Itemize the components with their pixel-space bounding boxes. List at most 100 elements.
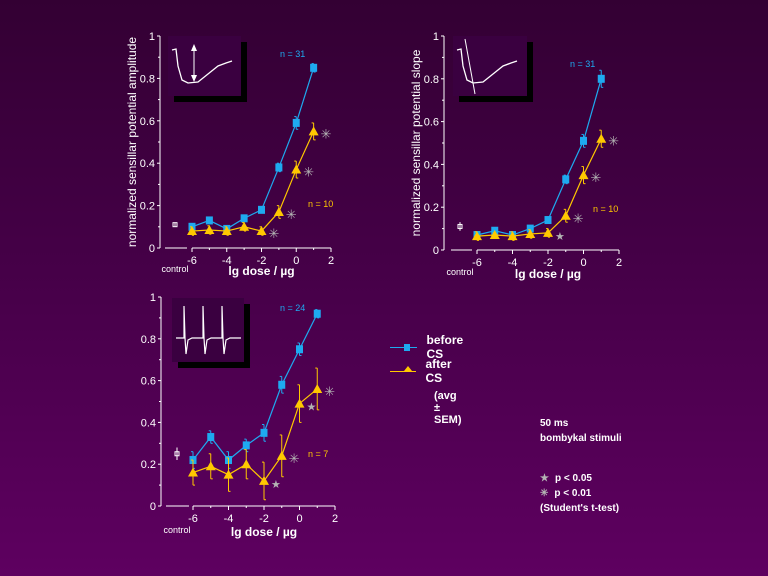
significance-asterisk-icon: ✳: [303, 166, 314, 181]
significance-star-icon: ★: [555, 230, 565, 243]
legend-line-after: [390, 365, 416, 372]
triangle-marker-icon: [404, 365, 412, 371]
significance-asterisk-icon: ✳: [269, 227, 280, 242]
arrow-head-up-icon: [191, 44, 197, 51]
x-tick-label: -4: [508, 257, 518, 269]
data-point-triangle: [560, 210, 571, 220]
significance-asterisk-icon: ✳: [591, 171, 602, 186]
legend-item-before: before CS: [390, 333, 471, 361]
spike-train-trace: [176, 305, 241, 355]
data-point-triangle: [205, 461, 216, 471]
data-point-square: [260, 428, 268, 437]
data-point-triangle: [221, 226, 232, 236]
data-point-triangle: [187, 226, 197, 236]
control-label: control: [446, 267, 473, 277]
significance-asterisk-icon: ✳: [324, 385, 335, 400]
x-tick-label: -4: [222, 255, 232, 267]
chart-panel-1: 0 0.2 0.4 0.6 0.8 1 -6 -4 -2 0 2 control lg dose / µ…: [125, 31, 334, 278]
asterisk-icon: ✳: [540, 488, 549, 499]
y-tick-label: 0.8: [141, 334, 156, 346]
y-axis-label: normalized sensillar potential slope: [409, 49, 423, 236]
data-point-triangle: [308, 126, 319, 136]
sig-p05-row: ★ p < 0.05: [540, 471, 619, 486]
significance-asterisk-icon: ✳: [608, 135, 619, 150]
data-point-square: [544, 216, 552, 225]
n-label: n = 10: [593, 204, 618, 214]
y-tick-label: 0.2: [140, 201, 155, 213]
x-tick-label: 0: [293, 255, 299, 267]
y-tick-label: 0.2: [424, 202, 439, 214]
y-tick-label: 0.4: [424, 159, 439, 171]
data-point-triangle: [273, 206, 284, 216]
y-tick-label: 0.2: [141, 459, 156, 471]
data-point-triangle: [204, 224, 215, 234]
x-tick-label: -2: [543, 257, 553, 269]
x-tick-label: 0: [296, 513, 302, 525]
sig-p05-label: p < 0.05: [554, 473, 592, 484]
y-tick-label: 1: [149, 31, 155, 43]
avg-note-text: (avg ± SEM): [434, 390, 462, 426]
x-tick-label: 2: [332, 513, 338, 525]
control-label: control: [161, 264, 188, 274]
legend-label-before: before CS: [426, 333, 464, 361]
data-point-triangle: [543, 227, 553, 237]
data-point-square: [597, 74, 605, 83]
series-line: [191, 131, 315, 232]
chart-panel-2: 0 0.2 0.4 0.6 0.8 1 -6 -4 -2 0 2 control lg dose / µ…: [409, 31, 622, 281]
data-point-triangle: [472, 231, 482, 241]
data-point-triangle: [276, 450, 287, 460]
significance-note: ★ p < 0.05 ✳ p < 0.01 (Student's t-test): [540, 471, 619, 516]
n-label: n = 31: [570, 59, 595, 69]
y-tick-label: 0: [433, 245, 439, 257]
data-point-triangle: [259, 475, 269, 485]
sig-p01-row: ✳ p < 0.01: [540, 486, 619, 501]
y-tick-label: 0.8: [424, 74, 439, 86]
data-point-square: [313, 309, 321, 318]
significance-asterisk-icon: ✳: [286, 208, 297, 223]
legend-label-after: after CS: [425, 357, 452, 385]
data-point-triangle: [578, 170, 589, 180]
data-point-square: [296, 345, 303, 354]
data-point-square: [580, 136, 587, 145]
slope-tangent-line: [464, 38, 476, 95]
star-icon: ★: [540, 473, 549, 484]
arrow-head-down-icon: [191, 75, 197, 82]
data-point-triangle: [241, 459, 252, 469]
series-after-cs: ★ ✳ ★ ✳ n = 7: [188, 367, 335, 501]
n-label: n = 10: [308, 199, 333, 209]
data-point-triangle: [294, 398, 305, 408]
square-marker-icon: [404, 343, 410, 351]
data-point-triangle: [188, 467, 198, 477]
control-point: [172, 222, 178, 228]
x-tick-label: -2: [257, 255, 267, 267]
data-point-square: [526, 224, 534, 233]
x-tick-label: -6: [188, 513, 198, 525]
stimulus-note: 50 ms bombykal stimuli: [540, 416, 622, 446]
y-tick-label: 0.4: [140, 158, 155, 170]
significance-star-icon: ★: [307, 401, 317, 414]
data-point-square: [292, 118, 300, 127]
stimulus-duration: 50 ms: [540, 418, 569, 429]
data-point-triangle: [239, 221, 250, 231]
x-tick-label: -6: [472, 257, 482, 269]
series-before-cs: n = 24: [189, 303, 321, 469]
data-point-square: [278, 380, 286, 389]
data-point-triangle: [223, 469, 234, 479]
data-point-square: [207, 433, 215, 442]
series-line: [476, 138, 602, 237]
significance-asterisk-icon: ✳: [289, 452, 300, 467]
data-point-triangle: [312, 383, 323, 393]
y-tick-label: 0.6: [141, 376, 156, 388]
data-point-triangle: [596, 133, 607, 143]
n-label: n = 7: [308, 449, 328, 459]
y-tick-label: 0: [150, 501, 156, 513]
chart-panel-3: 0 0.2 0.4 0.6 0.8 1 -6 -4 -2 0 2 control lg dose / µ…: [141, 292, 338, 539]
y-tick-label: 1: [150, 292, 156, 304]
x-tick-label: -2: [259, 513, 269, 525]
x-tick-label: 0: [580, 257, 586, 269]
legend-line-before: [390, 343, 417, 351]
data-point-triangle: [489, 230, 500, 240]
sig-p01-label: p < 0.01: [554, 488, 592, 499]
x-tick-label: -4: [224, 513, 234, 525]
